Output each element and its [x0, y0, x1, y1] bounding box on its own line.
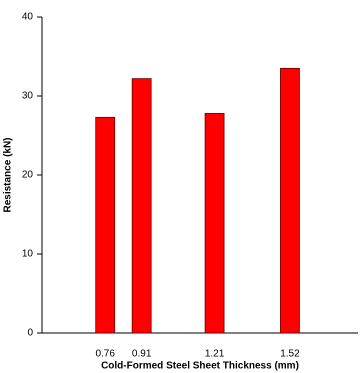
y-tick-label: 20 [22, 170, 34, 181]
y-tick-label: 30 [22, 91, 34, 102]
y-tick-label: 0 [27, 328, 33, 339]
x-tick-label: 1.52 [280, 349, 300, 360]
bar [280, 67, 300, 334]
y-axis-title: Resistance (kN) [3, 137, 14, 212]
x-tick-label: 0.91 [132, 349, 152, 360]
y-tick-label: 40 [22, 12, 34, 23]
bar [131, 78, 152, 334]
bar [95, 116, 116, 334]
x-axis-title: Cold-Formed Steel Sheet Thickness (mm) [101, 361, 299, 372]
x-tick-label: 1.21 [205, 349, 225, 360]
x-tick-label: 0.76 [95, 349, 115, 360]
y-tick-label: 10 [22, 249, 34, 260]
bar [204, 112, 225, 334]
